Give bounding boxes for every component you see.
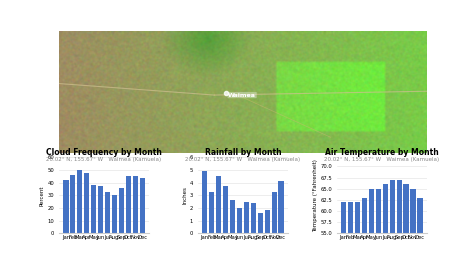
Bar [278, 182, 283, 233]
Bar [209, 192, 214, 233]
Bar [410, 189, 416, 262]
Text: 20.02° N, 155.67° W   Waimea (Kamuela): 20.02° N, 155.67° W Waimea (Kamuela) [324, 157, 439, 162]
Bar [223, 187, 228, 233]
Bar [216, 176, 221, 233]
Bar [390, 180, 395, 262]
Title: Rainfall by Month: Rainfall by Month [205, 148, 281, 157]
Bar [264, 210, 270, 233]
Bar [70, 175, 75, 233]
Bar [341, 202, 346, 262]
Bar [417, 198, 422, 262]
Bar [105, 192, 110, 233]
Y-axis label: Temperature (°Fahrenheit): Temperature (°Fahrenheit) [313, 159, 318, 232]
Y-axis label: Percent: Percent [40, 185, 45, 206]
Bar [376, 189, 381, 262]
Bar [91, 185, 96, 233]
Bar [355, 202, 360, 262]
Bar [397, 180, 402, 262]
Bar [98, 187, 103, 233]
Bar [84, 173, 89, 233]
Bar [369, 189, 374, 262]
Bar [237, 208, 242, 233]
Y-axis label: Inches: Inches [182, 186, 187, 204]
Bar [230, 200, 235, 233]
Bar [77, 170, 82, 233]
Bar [244, 202, 249, 233]
Title: Cloud Frequency by Month: Cloud Frequency by Month [46, 148, 162, 157]
Bar [119, 188, 124, 233]
Text: Waimea: Waimea [228, 92, 256, 97]
Bar [202, 171, 208, 233]
Text: 20.02° N, 155.67° W   Waimea (Kamuela): 20.02° N, 155.67° W Waimea (Kamuela) [185, 157, 301, 162]
Bar [64, 180, 69, 233]
Bar [272, 192, 277, 233]
Bar [348, 202, 353, 262]
Bar [112, 195, 117, 233]
Bar [133, 176, 138, 233]
Bar [403, 184, 409, 262]
Bar [362, 198, 367, 262]
Bar [383, 184, 388, 262]
Bar [251, 203, 256, 233]
Bar [126, 176, 131, 233]
Title: Air Temperature by Month: Air Temperature by Month [325, 148, 438, 157]
Text: 20.02° N, 155.67° W   Waimea (Kamuela): 20.02° N, 155.67° W Waimea (Kamuela) [46, 157, 162, 162]
Bar [139, 178, 145, 233]
Bar [258, 213, 263, 233]
